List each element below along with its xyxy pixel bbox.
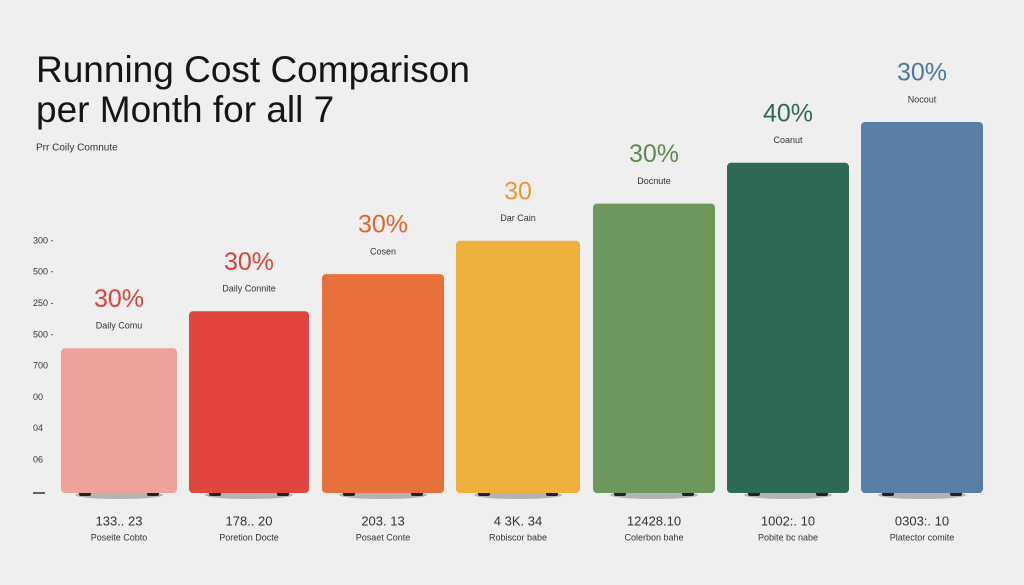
bar	[727, 162, 849, 493]
cost-label: 203. 13	[361, 513, 404, 528]
bar-top-sublabel: Daily Connite	[222, 284, 276, 294]
x-tick-label: Colerbon bahe	[624, 532, 683, 542]
y-axis-label: 04	[33, 423, 43, 433]
bar	[189, 311, 309, 493]
chart-subtitle: Prr Coily Comnute	[36, 143, 118, 154]
x-tick-label: Pobite bc nabe	[758, 532, 818, 542]
y-axis-label: 500 -	[33, 267, 54, 277]
chart-title: Running Cost Comparison	[36, 49, 470, 90]
bar-top-sublabel: Dar Cain	[500, 213, 536, 223]
cost-label: 0303:. 10	[895, 513, 949, 528]
bar	[456, 240, 580, 493]
x-tick-label: Poretion Docte	[219, 532, 279, 542]
bar-top-label: 30%	[897, 59, 947, 87]
cost-label: 1002:. 10	[761, 513, 815, 528]
y-axis-label: 250 -	[33, 298, 54, 308]
bar-top-label: 30	[504, 177, 532, 205]
chart-title: per Month for all 7	[36, 89, 334, 130]
cost-label: 4 3K. 34	[494, 513, 542, 528]
x-tick-label: Platector comite	[890, 532, 955, 542]
bar-top-sublabel: Daily Comu	[96, 321, 143, 331]
x-tick-label: Robiscor babe	[489, 532, 547, 542]
bar-top-label: 30%	[94, 285, 144, 313]
bar-top-sublabel: Nocout	[908, 94, 937, 104]
y-axis-label: 500 -	[33, 329, 54, 339]
bar-top-label: 30%	[358, 211, 408, 239]
bar-top-label: 30%	[224, 248, 274, 276]
bar-top-sublabel: Docnute	[637, 176, 671, 186]
bar-top-sublabel: Coanut	[773, 135, 803, 145]
x-tick-label: Posaet Conte	[356, 532, 411, 542]
x-tick-label: Poseite Cobto	[91, 532, 148, 542]
bar	[322, 274, 444, 493]
cost-label: 178.. 20	[226, 513, 273, 528]
y-axis-label: 300 -	[33, 235, 54, 245]
bar-top-label: 40%	[763, 99, 813, 127]
bar	[861, 122, 983, 493]
bar-top-sublabel: Cosen	[370, 246, 396, 256]
bar	[593, 203, 715, 493]
bar-top-label: 30%	[629, 140, 679, 168]
y-axis-label: 00	[33, 392, 43, 402]
bar	[61, 348, 177, 493]
cost-label: 12428.10	[627, 513, 681, 528]
y-axis-label: 06	[33, 454, 43, 464]
y-axis-label: 700	[33, 361, 48, 371]
cost-label: 133.. 23	[96, 513, 143, 528]
